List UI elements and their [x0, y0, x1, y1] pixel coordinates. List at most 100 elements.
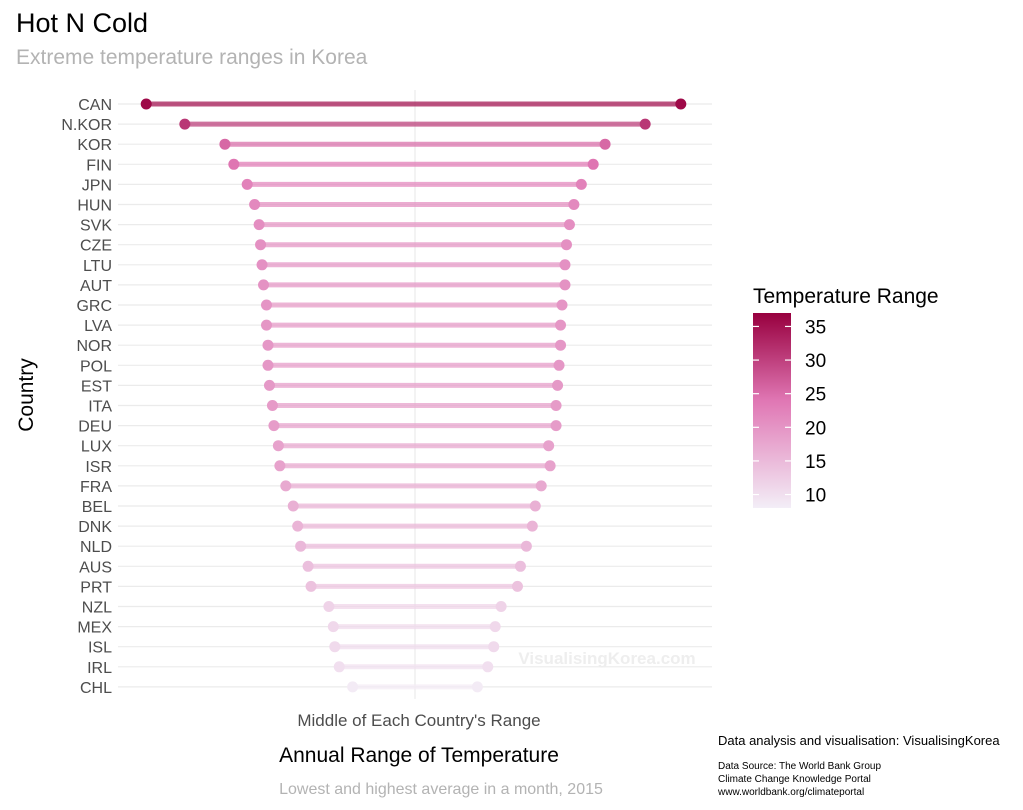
low-point — [263, 379, 275, 391]
data-source: Data Source: The World Bank Group Climat… — [718, 760, 881, 799]
low-point — [347, 681, 359, 693]
low-point — [140, 98, 152, 110]
country-label: FIN — [86, 157, 112, 174]
country-label: SVK — [80, 218, 112, 235]
high-point — [550, 400, 562, 411]
legend-tick-label: 10 — [805, 486, 826, 507]
x-axis-title: Annual Range of Temperature — [279, 744, 559, 767]
legend-tick-label: 15 — [805, 452, 826, 473]
low-point — [253, 219, 265, 231]
country-label: LTU — [83, 258, 112, 275]
low-point — [219, 138, 231, 150]
low-point — [249, 199, 261, 210]
low-point — [333, 661, 345, 673]
high-point — [511, 580, 523, 592]
low-point — [329, 641, 341, 653]
high-point — [599, 138, 611, 150]
country-labels: CAN N.KOR KOR FIN JPN HUN SVK CZE LTU AUT GRC LVA NO… — [61, 97, 112, 697]
source-line: Climate Change Knowledge Portal — [718, 774, 871, 785]
country-label: MEX — [77, 620, 112, 637]
high-point — [488, 641, 500, 653]
high-point — [552, 379, 564, 391]
country-label: POL — [80, 358, 112, 375]
high-point — [495, 601, 507, 612]
country-label: NOR — [76, 338, 112, 355]
country-label: DEU — [78, 419, 112, 436]
legend-title: Temperature Range — [753, 285, 939, 308]
high-point — [526, 520, 538, 532]
country-label: NZL — [82, 600, 112, 617]
low-point — [323, 601, 335, 612]
country-label: ITA — [88, 399, 112, 416]
low-point — [274, 460, 286, 472]
country-label: BEL — [82, 499, 112, 516]
low-point — [261, 319, 272, 331]
low-point — [302, 560, 314, 572]
credit-text: Data analysis and visualisation: Visuali… — [718, 733, 1000, 748]
color-legend: Temperature Range 10 15 20 25 30 35 — [753, 285, 939, 508]
high-point — [482, 661, 494, 673]
country-label: AUS — [79, 559, 112, 576]
high-point — [639, 118, 651, 130]
low-point — [280, 480, 292, 492]
country-label: IRL — [87, 660, 112, 677]
legend-tick-label: 25 — [805, 385, 826, 406]
low-point — [256, 259, 268, 271]
legend-tick-label: 35 — [805, 317, 826, 338]
legend-tick-label: 20 — [805, 418, 826, 439]
legend-tick-label: 30 — [805, 351, 826, 372]
country-label: ISL — [88, 640, 112, 657]
country-label: EST — [81, 378, 112, 395]
low-point — [327, 621, 339, 633]
high-point — [555, 339, 567, 351]
country-label: PRT — [80, 579, 112, 596]
high-point — [559, 259, 571, 271]
low-point — [262, 359, 274, 371]
country-label: N.KOR — [61, 117, 112, 134]
low-point — [228, 158, 240, 170]
high-point — [529, 500, 541, 512]
watermark: VisualisingKorea.com — [518, 649, 695, 668]
legend-ticks: 10 15 20 25 30 35 — [753, 317, 826, 507]
high-point — [587, 158, 599, 170]
high-point — [543, 440, 555, 452]
country-label: ISR — [85, 459, 112, 476]
high-point — [514, 560, 526, 572]
high-point — [471, 681, 483, 693]
low-point — [305, 580, 317, 592]
country-label: CHL — [80, 680, 112, 697]
low-point — [179, 118, 191, 130]
y-axis-title: Country — [15, 358, 38, 432]
high-point — [544, 460, 556, 472]
low-point — [268, 420, 280, 432]
high-point — [575, 178, 587, 190]
high-point — [556, 299, 568, 311]
low-point — [266, 400, 278, 411]
country-label: CAN — [78, 97, 112, 114]
x-center-label: Middle of Each Country's Range — [297, 711, 540, 730]
low-point — [272, 440, 284, 452]
high-point — [675, 98, 687, 110]
country-label: JPN — [82, 177, 112, 194]
source-line: www.worldbank.org/climateportal — [718, 787, 865, 798]
country-label: DNK — [78, 519, 112, 536]
low-point — [261, 299, 272, 311]
high-point — [559, 279, 571, 291]
country-label: LUX — [81, 439, 112, 456]
high-point — [550, 420, 562, 432]
country-label: KOR — [77, 137, 112, 154]
country-label: HUN — [77, 198, 112, 215]
low-point — [262, 339, 274, 351]
chart-subtitle: Extreme temperature ranges in Korea — [16, 46, 368, 69]
legend-colorbar — [753, 313, 791, 508]
country-label: LVA — [84, 318, 112, 335]
country-label: CZE — [80, 238, 112, 255]
high-point — [535, 480, 547, 492]
low-point — [241, 178, 253, 190]
country-label: NLD — [80, 539, 112, 556]
high-point — [489, 621, 501, 633]
country-label: AUT — [80, 278, 112, 295]
low-point — [295, 540, 307, 552]
chart-caption: Lowest and highest average in a month, 2… — [279, 781, 603, 798]
